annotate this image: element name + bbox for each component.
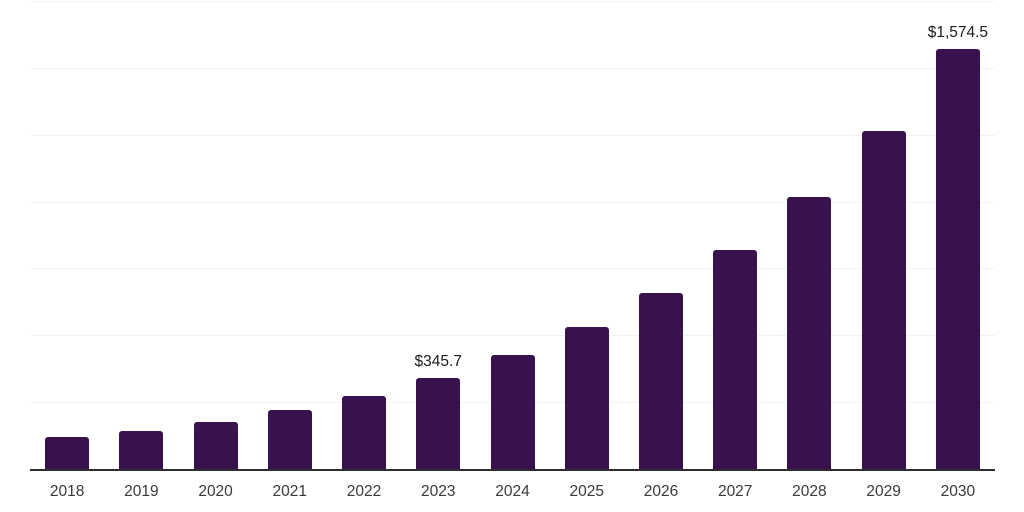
x-tick-2022: 2022 [346, 483, 382, 500]
plot-area: $345.7 $1,574.5 [30, 0, 995, 471]
bar-2019 [119, 431, 164, 470]
x-axis-line [30, 469, 995, 471]
x-tick-2023: 2023 [421, 483, 456, 500]
gridline-1500 [30, 67, 995, 69]
x-tick-2029: 2029 [866, 483, 901, 500]
x-axis-labels: 2018 2019 2020 2021 2022 2023 2024 2025 2026 2027… [30, 483, 995, 505]
x-tick-2028: 2028 [792, 483, 827, 500]
bar-2030 [935, 48, 980, 470]
gridline-750 [30, 268, 995, 270]
bar-2029 [861, 130, 906, 470]
x-tick-2019: 2019 [124, 483, 159, 500]
gridline-1750 [30, 1, 995, 2]
x-tick-2021: 2021 [272, 483, 308, 500]
bar-2025 [564, 327, 609, 470]
gridline-1250 [30, 134, 995, 136]
x-tick-2026: 2026 [643, 483, 679, 500]
bar-2027 [713, 250, 758, 470]
x-tick-2027: 2027 [717, 483, 753, 500]
gridline-500 [30, 335, 995, 337]
gridline-1000 [30, 201, 995, 203]
bar-2028 [787, 196, 832, 470]
x-tick-2025: 2025 [569, 483, 604, 500]
bar-2021 [267, 410, 312, 470]
bar-2022 [342, 395, 387, 470]
bar-2024 [490, 355, 535, 470]
x-tick-2018: 2018 [49, 483, 85, 500]
x-tick-2020: 2020 [198, 483, 233, 500]
bar-2020 [193, 421, 238, 470]
x-tick-2024: 2024 [495, 483, 530, 500]
data-label-2023: $345.7 [414, 352, 462, 370]
bar-2026 [638, 292, 683, 470]
data-label-2030: $1,574.5 [927, 23, 989, 41]
x-tick-2030: 2030 [940, 483, 976, 500]
bar-2023 [416, 377, 461, 470]
bar-2018 [45, 436, 90, 470]
